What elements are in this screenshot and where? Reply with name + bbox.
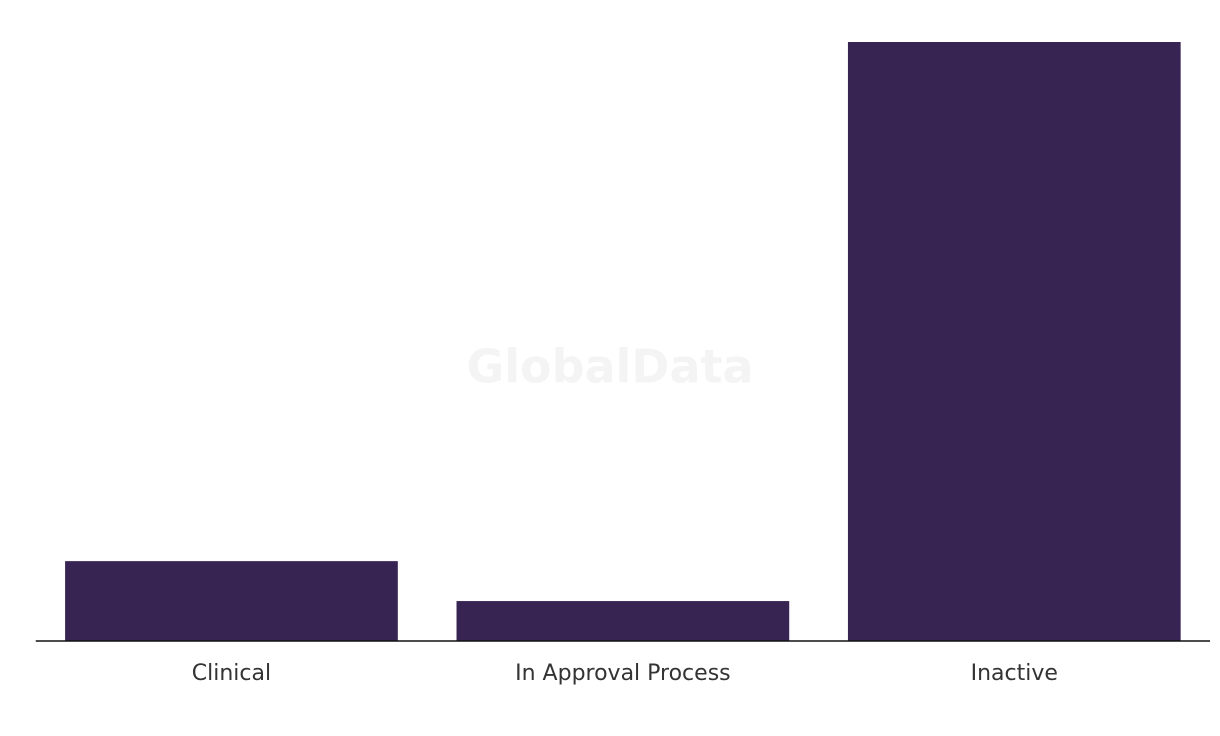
x-tick-label: Clinical — [192, 661, 271, 686]
bar — [65, 561, 398, 641]
x-tick-label: In Approval Process — [515, 661, 731, 686]
x-tick-label: Inactive — [971, 661, 1058, 686]
bar — [456, 601, 790, 641]
bar — [847, 42, 1181, 641]
watermark: GlobalData — [466, 340, 753, 394]
